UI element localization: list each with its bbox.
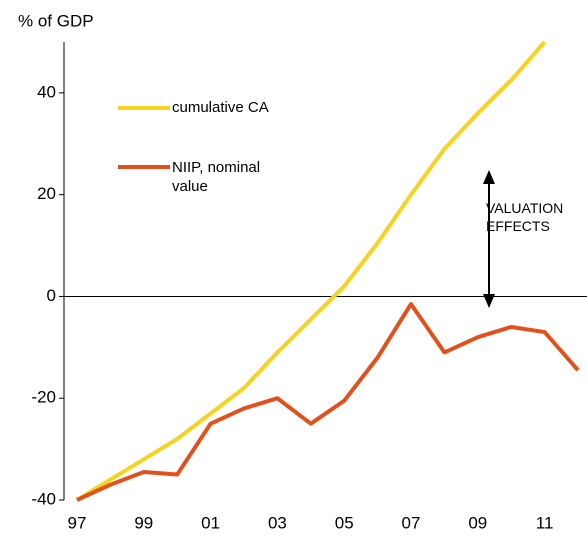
x-tick-label: 03 — [268, 513, 287, 532]
y-tick-label: 20 — [37, 184, 56, 203]
line-series — [76, 302, 580, 502]
x-tick-label: 09 — [468, 513, 487, 532]
y-tick-label: -40 — [31, 489, 56, 508]
line-series — [75, 40, 547, 502]
legend-label: NIIP, nominal value — [172, 159, 261, 195]
arrow-head — [483, 170, 495, 184]
x-tick-label: 11 — [536, 513, 554, 532]
x-tick-label: 99 — [134, 513, 153, 532]
legend-label: cumulative CA — [172, 99, 269, 116]
x-tick-label: 01 — [201, 513, 220, 532]
y-tick-label: 40 — [37, 82, 56, 101]
x-tick-label: 05 — [335, 513, 354, 532]
x-tick-label: 07 — [402, 513, 421, 532]
y-tick-label: -20 — [31, 388, 56, 407]
annotation: VALUATION EFFECTS — [486, 200, 564, 234]
y-axis-label: % of GDP — [18, 11, 94, 30]
arrow-head — [483, 294, 495, 308]
y-tick-label: 0 — [47, 286, 56, 305]
x-tick-label: 97 — [68, 513, 87, 532]
